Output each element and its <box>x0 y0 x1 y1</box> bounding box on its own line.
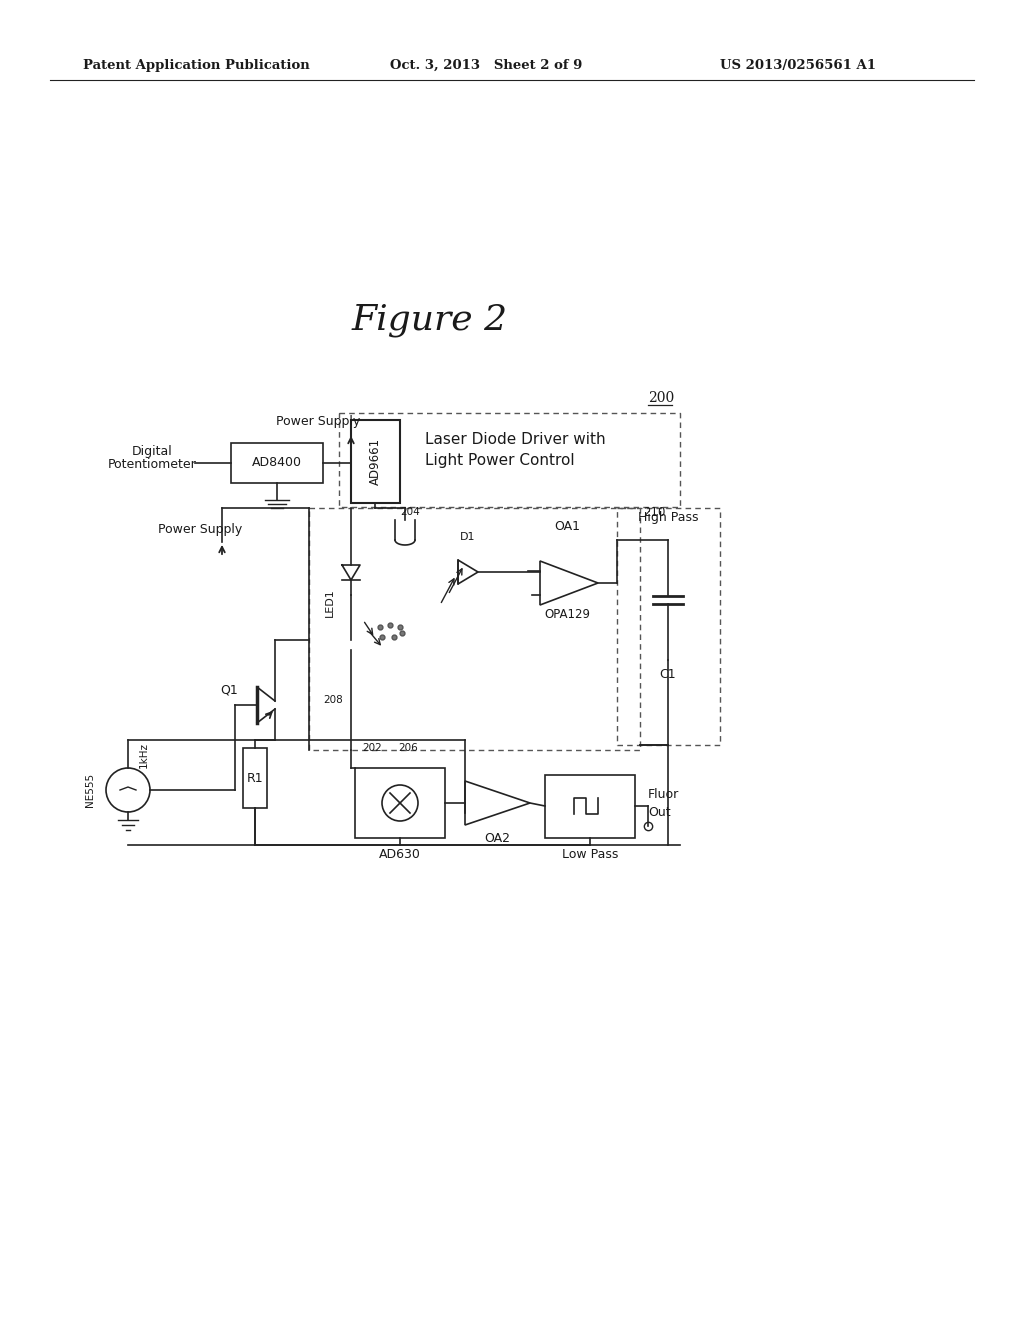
Text: US 2013/0256561 A1: US 2013/0256561 A1 <box>720 58 876 71</box>
Text: 1kHz: 1kHz <box>139 742 150 768</box>
Bar <box>351 420 400 503</box>
Text: OA2: OA2 <box>484 832 510 845</box>
Text: 202: 202 <box>362 743 382 752</box>
Bar <box>355 768 445 838</box>
Text: 206: 206 <box>398 743 418 752</box>
Text: Low Pass: Low Pass <box>562 847 618 861</box>
Text: R1: R1 <box>247 771 263 784</box>
Text: C1: C1 <box>659 668 676 681</box>
Bar <box>545 775 635 838</box>
Text: AD8400: AD8400 <box>252 457 302 470</box>
Text: Q1: Q1 <box>220 684 238 697</box>
Polygon shape <box>465 781 530 825</box>
Text: 200: 200 <box>648 391 674 405</box>
Text: D1: D1 <box>460 532 476 543</box>
Text: Figure 2: Figure 2 <box>352 304 508 337</box>
Text: OA1: OA1 <box>554 520 580 533</box>
Text: LED1: LED1 <box>325 589 335 618</box>
Text: 208: 208 <box>323 696 343 705</box>
Circle shape <box>382 785 418 821</box>
Text: AD630: AD630 <box>379 847 421 861</box>
Text: Potentiometer: Potentiometer <box>108 458 197 471</box>
Text: Light Power Control: Light Power Control <box>425 453 574 467</box>
Text: Power Supply: Power Supply <box>158 524 242 536</box>
Text: Power Supply: Power Supply <box>275 416 360 429</box>
Bar <box>243 748 267 808</box>
Text: 204: 204 <box>400 507 420 517</box>
Polygon shape <box>540 561 598 605</box>
Text: Oct. 3, 2013   Sheet 2 of 9: Oct. 3, 2013 Sheet 2 of 9 <box>390 58 583 71</box>
Text: AD9661: AD9661 <box>369 437 382 484</box>
Text: Laser Diode Driver with: Laser Diode Driver with <box>425 433 605 447</box>
Polygon shape <box>458 560 478 583</box>
Text: Out: Out <box>648 805 671 818</box>
Text: 210: 210 <box>643 506 666 519</box>
Text: Patent Application Publication: Patent Application Publication <box>83 58 309 71</box>
Text: NE555: NE555 <box>85 774 95 807</box>
Text: OPA129: OPA129 <box>544 609 590 622</box>
Circle shape <box>106 768 150 812</box>
Text: High Pass: High Pass <box>638 511 698 524</box>
Bar <box>231 444 323 483</box>
Text: Fluor: Fluor <box>648 788 679 801</box>
Text: Digital: Digital <box>132 446 172 458</box>
